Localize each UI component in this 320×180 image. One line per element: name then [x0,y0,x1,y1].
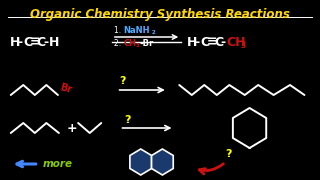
Text: ≡: ≡ [207,35,218,48]
Text: NaNH: NaNH [124,26,150,35]
Polygon shape [130,149,152,175]
Text: more: more [43,159,73,169]
Text: H: H [49,35,60,48]
Text: C: C [37,35,46,48]
Text: -: - [44,35,49,48]
Text: C: C [23,35,32,48]
Text: 2: 2 [151,30,155,35]
Text: Organic Chemistry Synthesis Reactions: Organic Chemistry Synthesis Reactions [30,8,290,21]
Text: C: C [214,35,223,48]
Text: C: C [200,35,210,48]
Text: CH: CH [227,35,246,48]
Text: H: H [187,35,197,48]
Text: 3: 3 [136,42,140,48]
Text: ?: ? [120,76,126,86]
Text: 2.: 2. [114,39,123,48]
Text: -: - [221,35,226,48]
Text: Br: Br [59,83,73,95]
Text: 3: 3 [241,40,246,50]
Text: H: H [10,35,20,48]
Polygon shape [152,149,173,175]
Text: -: - [195,35,200,48]
Text: -Br: -Br [140,39,154,48]
Text: ?: ? [124,115,131,125]
Text: -: - [18,35,23,48]
Text: ?: ? [226,149,232,159]
Text: 1.: 1. [114,26,123,35]
Text: +: + [67,122,77,134]
Text: ≡: ≡ [30,35,41,48]
Text: CH: CH [124,39,136,48]
